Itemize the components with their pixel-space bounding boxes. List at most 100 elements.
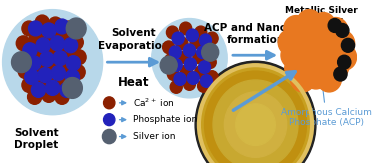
Circle shape (202, 41, 214, 54)
Circle shape (294, 36, 319, 62)
Circle shape (179, 51, 191, 63)
Text: Silver ion: Silver ion (133, 132, 175, 141)
Circle shape (104, 114, 115, 126)
Circle shape (62, 76, 77, 90)
Circle shape (281, 42, 305, 68)
Text: Ca$^{2+}$ ion: Ca$^{2+}$ ion (133, 97, 175, 109)
Circle shape (65, 70, 79, 84)
Circle shape (49, 73, 64, 87)
Circle shape (197, 46, 209, 59)
Circle shape (328, 19, 341, 32)
Circle shape (169, 46, 181, 59)
Circle shape (172, 32, 184, 45)
Circle shape (181, 65, 193, 77)
Circle shape (66, 18, 86, 39)
Circle shape (31, 61, 45, 76)
Text: Metallic Silver
Particles: Metallic Silver Particles (285, 6, 358, 31)
Circle shape (176, 37, 188, 50)
Circle shape (184, 58, 197, 71)
Circle shape (291, 23, 316, 49)
Circle shape (193, 51, 205, 63)
Circle shape (199, 65, 312, 164)
Circle shape (167, 68, 180, 80)
Circle shape (308, 34, 333, 60)
Circle shape (290, 66, 315, 92)
Circle shape (58, 61, 72, 76)
Circle shape (236, 104, 275, 145)
Circle shape (60, 45, 75, 60)
Circle shape (166, 26, 178, 39)
Circle shape (28, 21, 43, 36)
Circle shape (69, 35, 83, 50)
Circle shape (29, 31, 43, 46)
Circle shape (206, 71, 218, 83)
Circle shape (152, 19, 227, 98)
Circle shape (25, 70, 39, 84)
Circle shape (278, 30, 303, 55)
Circle shape (319, 25, 343, 51)
Circle shape (72, 50, 86, 65)
Circle shape (341, 38, 355, 52)
Text: Phosphate ion: Phosphate ion (133, 115, 197, 124)
Circle shape (317, 66, 341, 92)
Circle shape (42, 23, 56, 38)
Circle shape (183, 78, 195, 90)
Circle shape (34, 45, 48, 60)
Circle shape (45, 81, 60, 95)
Circle shape (51, 66, 65, 81)
Circle shape (55, 19, 69, 34)
Circle shape (12, 52, 31, 73)
Circle shape (50, 36, 64, 51)
Circle shape (200, 34, 212, 47)
Circle shape (311, 13, 336, 38)
Circle shape (31, 82, 45, 97)
Circle shape (22, 21, 36, 36)
Circle shape (298, 50, 322, 76)
Text: Heat: Heat (240, 67, 271, 80)
Circle shape (204, 56, 216, 69)
Circle shape (53, 51, 67, 66)
Circle shape (183, 44, 195, 57)
Circle shape (338, 55, 351, 69)
Circle shape (42, 87, 56, 102)
Circle shape (195, 26, 207, 39)
Text: Amorphous Calcium
Phosphate (ACP): Amorphous Calcium Phosphate (ACP) (281, 81, 372, 127)
Circle shape (198, 80, 210, 92)
Circle shape (321, 39, 345, 65)
Circle shape (102, 129, 116, 144)
Circle shape (324, 53, 349, 79)
Circle shape (304, 63, 328, 89)
Circle shape (3, 10, 102, 115)
Circle shape (195, 61, 316, 164)
Circle shape (55, 89, 69, 104)
Circle shape (284, 16, 308, 41)
Circle shape (334, 67, 347, 81)
Circle shape (26, 56, 41, 71)
Circle shape (47, 43, 62, 58)
Circle shape (206, 32, 218, 45)
Circle shape (164, 54, 177, 67)
Circle shape (324, 18, 348, 43)
Circle shape (204, 71, 307, 164)
Circle shape (71, 65, 85, 80)
Circle shape (174, 73, 186, 85)
Circle shape (297, 10, 322, 35)
Circle shape (20, 50, 34, 65)
Text: Heat: Heat (118, 76, 150, 89)
Text: ACP and Nano-Ag
formation: ACP and Nano-Ag formation (204, 22, 307, 45)
Circle shape (45, 58, 59, 73)
Circle shape (305, 20, 330, 46)
Circle shape (28, 89, 42, 104)
Circle shape (170, 59, 182, 72)
Circle shape (66, 56, 81, 71)
Circle shape (48, 17, 62, 32)
Circle shape (190, 36, 202, 49)
Circle shape (198, 61, 211, 73)
Circle shape (64, 38, 77, 53)
Circle shape (16, 36, 30, 51)
Circle shape (336, 23, 349, 37)
Circle shape (35, 15, 49, 30)
Circle shape (160, 56, 177, 74)
Circle shape (56, 29, 70, 44)
Circle shape (180, 22, 192, 35)
